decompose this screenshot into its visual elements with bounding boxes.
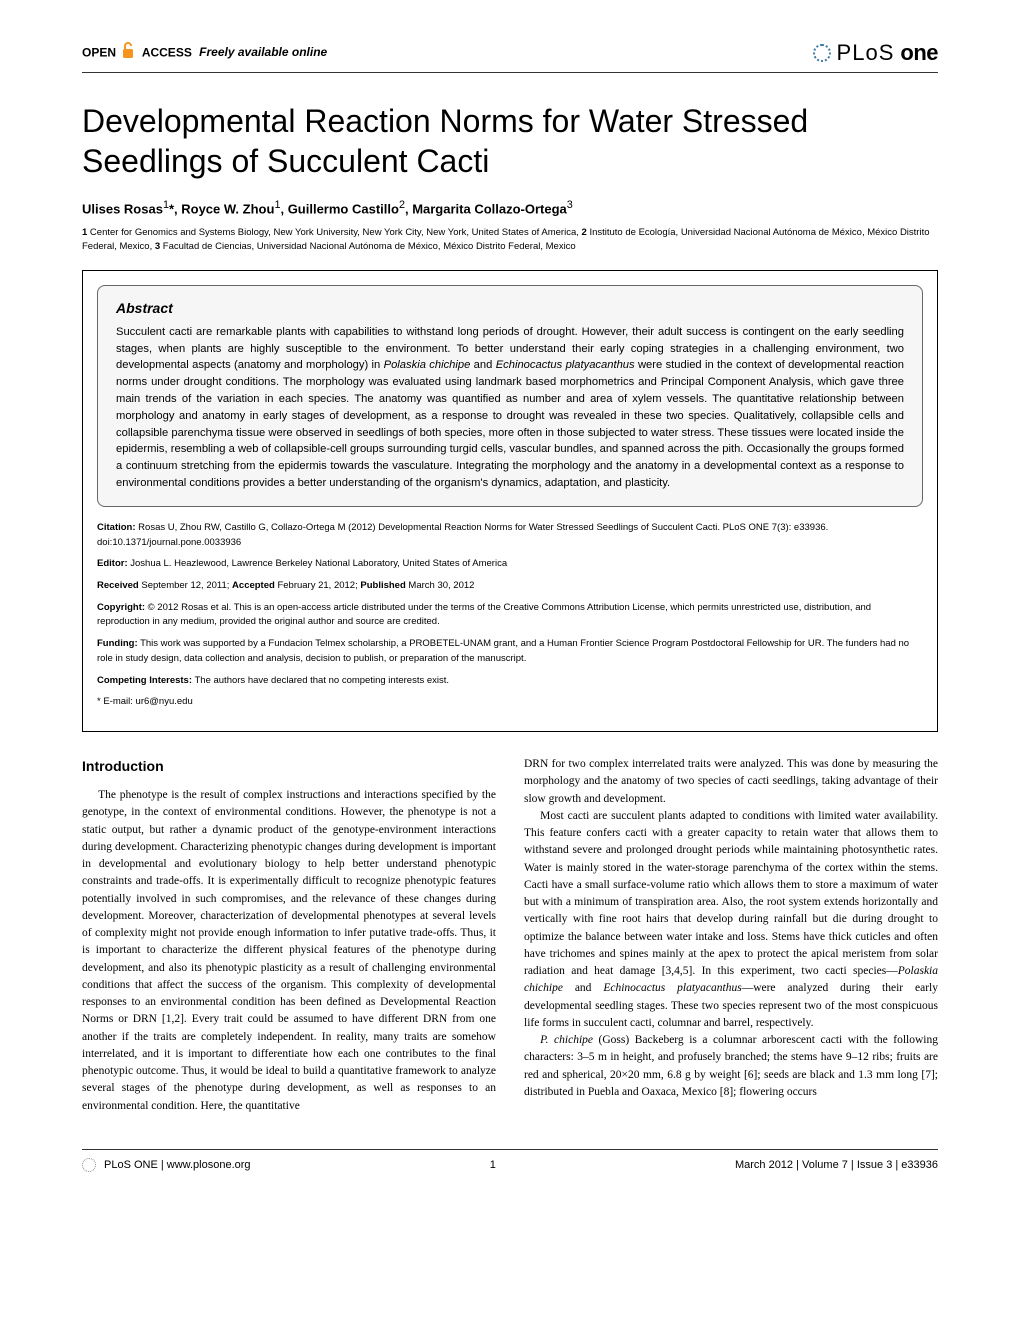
competing-text: The authors have declared that no compet… — [192, 675, 449, 686]
footer-page-number: 1 — [490, 1159, 496, 1171]
page: OPEN ACCESS Freely available online PLoS… — [0, 0, 1020, 1202]
citation-text: Rosas U, Zhou RW, Castillo G, Collazo-Or… — [97, 522, 828, 548]
abstract-text: Succulent cacti are remarkable plants wi… — [116, 324, 904, 492]
funding-text: This work was supported by a Fundacion T… — [97, 638, 909, 664]
journal-logo: PLoS one — [813, 40, 938, 66]
copyright-line: Copyright: © 2012 Rosas et al. This is a… — [97, 601, 923, 630]
affiliations: 1 Center for Genomics and Systems Biolog… — [82, 226, 938, 254]
footer-left: PLoS ONE | www.plosone.org — [82, 1158, 251, 1172]
right-para-1: DRN for two complex interrelated traits … — [524, 756, 938, 808]
footer-journal-url: PLoS ONE | www.plosone.org — [104, 1159, 251, 1171]
meta-block: Citation: Rosas U, Zhou RW, Castillo G, … — [83, 521, 937, 731]
funding-label: Funding: — [97, 638, 138, 649]
right-column: DRN for two complex interrelated traits … — [524, 756, 938, 1115]
open-access-lock-icon — [121, 47, 139, 64]
oa-prefix: OPEN — [82, 45, 116, 59]
funding-line: Funding: This work was supported by a Fu… — [97, 637, 923, 666]
right-para-3: P. chichipe (Goss) Backeberg is a column… — [524, 1032, 938, 1101]
competing-label: Competing Interests: — [97, 675, 192, 686]
email-line: * E-mail: ur6@nyu.edu — [97, 695, 923, 710]
footer-bar: PLoS ONE | www.plosone.org 1 March 2012 … — [82, 1149, 938, 1172]
abstract-inner: Abstract Succulent cacti are remarkable … — [97, 285, 923, 507]
email-label: * E-mail: — [97, 696, 136, 707]
citation-line: Citation: Rosas U, Zhou RW, Castillo G, … — [97, 521, 923, 550]
left-para-1: The phenotype is the result of complex i… — [82, 787, 496, 1115]
journal-one-text: one — [900, 40, 938, 66]
accepted-text: February 21, 2012; — [275, 580, 361, 591]
email-text: ur6@nyu.edu — [136, 696, 193, 707]
accepted-label: Accepted — [232, 580, 275, 591]
editor-line: Editor: Joshua L. Heazlewood, Lawrence B… — [97, 557, 923, 572]
header-bar: OPEN ACCESS Freely available online PLoS… — [82, 40, 938, 73]
article-title: Developmental Reaction Norms for Water S… — [82, 101, 938, 181]
authors-line: Ulises Rosas1*, Royce W. Zhou1, Guillerm… — [82, 199, 938, 216]
footer-swirl-icon — [82, 1158, 96, 1172]
open-access-badge: OPEN ACCESS Freely available online — [82, 42, 327, 65]
editor-label: Editor: — [97, 558, 128, 569]
abstract-box: Abstract Succulent cacti are remarkable … — [82, 270, 938, 732]
copyright-text: © 2012 Rosas et al. This is an open-acce… — [97, 602, 871, 628]
published-text: March 30, 2012 — [406, 580, 475, 591]
received-label: Received — [97, 580, 139, 591]
oa-suffix: ACCESS — [142, 45, 192, 59]
copyright-label: Copyright: — [97, 602, 145, 613]
footer-issue-info: March 2012 | Volume 7 | Issue 3 | e33936 — [735, 1159, 938, 1171]
body-columns: Introduction The phenotype is the result… — [82, 756, 938, 1115]
citation-label: Citation: — [97, 522, 136, 533]
plos-swirl-icon — [813, 44, 831, 62]
competing-line: Competing Interests: The authors have de… — [97, 674, 923, 689]
received-text: September 12, 2011; — [139, 580, 232, 591]
published-label: Published — [360, 580, 405, 591]
oa-tagline: Freely available online — [199, 45, 327, 59]
journal-plos-text: PLoS — [837, 40, 895, 66]
abstract-heading: Abstract — [116, 300, 904, 316]
introduction-heading: Introduction — [82, 756, 496, 777]
right-para-2: Most cacti are succulent plants adapted … — [524, 808, 938, 1032]
editor-text: Joshua L. Heazlewood, Lawrence Berkeley … — [128, 558, 508, 569]
left-column: Introduction The phenotype is the result… — [82, 756, 496, 1115]
dates-line: Received September 12, 2011; Accepted Fe… — [97, 579, 923, 594]
